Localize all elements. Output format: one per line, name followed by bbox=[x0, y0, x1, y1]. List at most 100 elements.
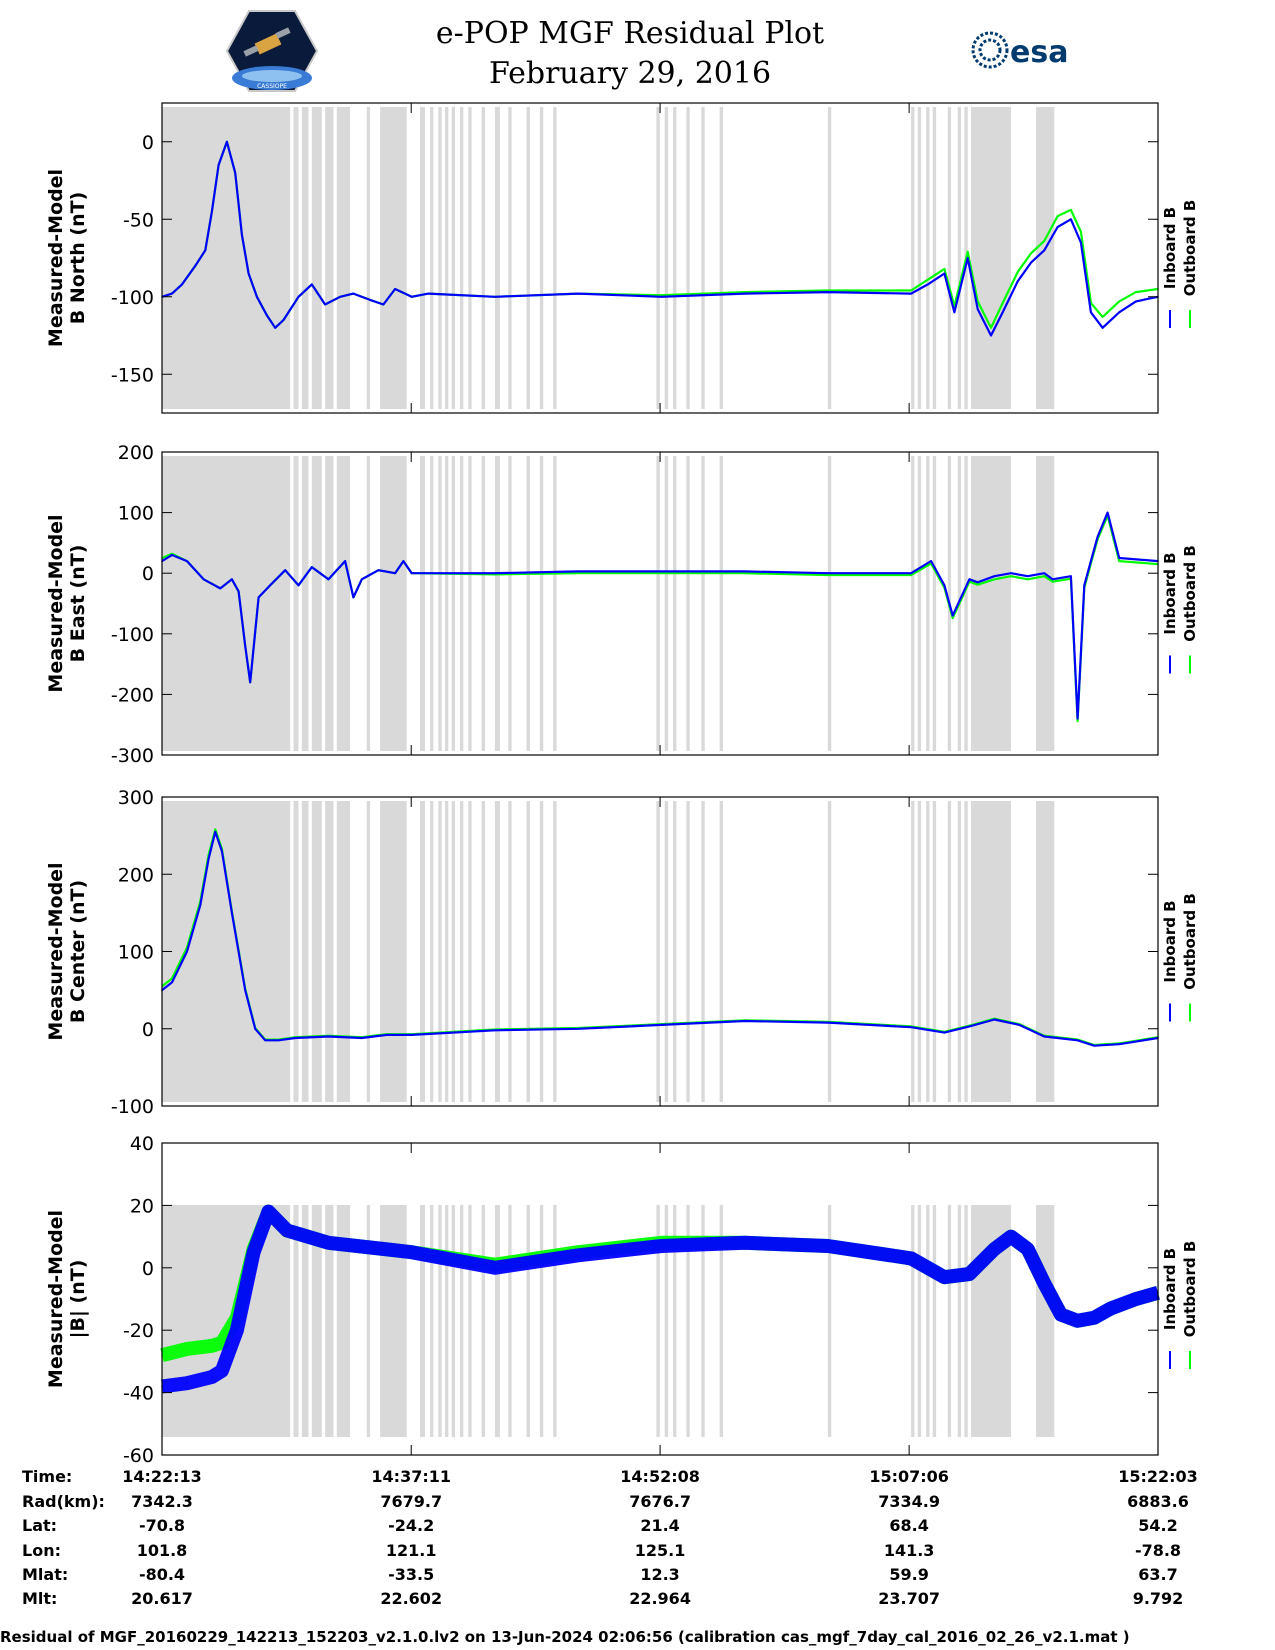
ephemeris-value: 22.964 bbox=[629, 1589, 691, 1608]
ephemeris-value: 7342.3 bbox=[131, 1492, 193, 1511]
y-axis-label: Measured-ModelB North (nT) bbox=[45, 169, 89, 347]
data-point-inboard bbox=[361, 578, 363, 581]
data-point-inboard bbox=[171, 292, 173, 295]
y-axis-label: Measured-ModelB Center (nT) bbox=[45, 862, 89, 1040]
data-point-inboard bbox=[247, 272, 250, 275]
legend-inboard-label: Inboard B bbox=[1161, 900, 1179, 982]
shaded-interval bbox=[539, 1205, 544, 1437]
shaded-interval bbox=[459, 107, 464, 409]
shaded-interval bbox=[420, 456, 426, 751]
shaded-interval bbox=[301, 456, 309, 751]
data-point-inboard bbox=[1026, 1248, 1029, 1250]
shaded-interval bbox=[673, 107, 677, 409]
data-point-inboard bbox=[297, 296, 300, 298]
data-point-inboard bbox=[207, 858, 210, 860]
shaded-interval bbox=[701, 801, 705, 1102]
shaded-interval bbox=[656, 801, 660, 1102]
shaded-interval bbox=[380, 801, 407, 1102]
shaded-interval bbox=[494, 801, 500, 1102]
shaded-interval bbox=[420, 107, 426, 409]
shaded-interval bbox=[459, 1205, 464, 1437]
data-point-inboard bbox=[827, 291, 829, 293]
data-point-outboard bbox=[827, 574, 829, 576]
data-point-inboard bbox=[204, 249, 207, 252]
data-point-inboard bbox=[1070, 575, 1072, 577]
shaded-interval bbox=[1035, 1205, 1055, 1437]
ephemeris-value: 121.1 bbox=[386, 1541, 437, 1560]
data-point-inboard bbox=[377, 569, 380, 571]
shaded-interval bbox=[664, 107, 669, 409]
data-point-inboard bbox=[1016, 280, 1019, 283]
data-point-inboard bbox=[266, 314, 268, 317]
shaded-interval bbox=[325, 1205, 334, 1437]
shaded-interval bbox=[301, 1205, 309, 1437]
data-point-inboard bbox=[214, 831, 217, 833]
data-point-inboard bbox=[186, 950, 188, 953]
data-point-inboard bbox=[910, 572, 912, 574]
shaded-interval bbox=[719, 107, 724, 409]
legend-outboard-label: Outboard B bbox=[1181, 893, 1199, 990]
data-point-inboard bbox=[297, 584, 300, 587]
data-point-inboard bbox=[284, 569, 287, 571]
shaded-interval bbox=[311, 1205, 322, 1437]
data-point-outboard bbox=[171, 977, 173, 980]
y-tick-label: 20 bbox=[130, 1195, 154, 1217]
data-point-outboard bbox=[214, 828, 217, 831]
shaded-interval bbox=[445, 107, 449, 409]
data-point-inboard bbox=[910, 1026, 912, 1028]
data-point-inboard bbox=[186, 560, 188, 562]
data-point-inboard bbox=[267, 1210, 270, 1213]
shaded-interval bbox=[1035, 107, 1055, 409]
data-point-inboard bbox=[1076, 1039, 1079, 1042]
data-point-outboard bbox=[827, 289, 829, 292]
ephemeris-value: 23.707 bbox=[878, 1589, 940, 1608]
shaded-interval bbox=[481, 107, 485, 409]
data-point-inboard bbox=[231, 912, 233, 914]
shaded-interval bbox=[932, 1205, 937, 1437]
series-line-inboard bbox=[161, 1204, 1160, 1394]
data-point-inboard bbox=[311, 283, 313, 286]
data-point-outboard bbox=[927, 278, 929, 281]
data-point-inboard bbox=[324, 303, 326, 306]
data-point-inboard bbox=[221, 850, 223, 852]
ephemeris-value: 21.4 bbox=[640, 1516, 679, 1535]
data-point-inboard bbox=[910, 1257, 912, 1260]
shaded-interval bbox=[827, 1205, 832, 1437]
data-point-inboard bbox=[1043, 249, 1046, 252]
shaded-interval bbox=[917, 107, 922, 409]
data-point-inboard bbox=[361, 1037, 363, 1039]
ephemeris-value: -70.8 bbox=[139, 1516, 185, 1535]
shaded-interval bbox=[494, 456, 500, 751]
data-point-outboard bbox=[577, 572, 579, 574]
data-point-inboard bbox=[494, 296, 496, 298]
shaded-interval bbox=[293, 1205, 299, 1437]
shaded-interval bbox=[932, 107, 937, 409]
data-point-inboard bbox=[264, 1039, 267, 1042]
data-point-inboard bbox=[171, 554, 173, 556]
data-point-inboard bbox=[394, 288, 396, 290]
data-point-inboard bbox=[1106, 511, 1109, 514]
shaded-interval bbox=[656, 1205, 660, 1437]
shaded-interval bbox=[366, 801, 371, 1102]
data-point-inboard bbox=[1101, 327, 1104, 329]
data-point-outboard bbox=[221, 1341, 223, 1344]
shaded-interval bbox=[719, 801, 724, 1102]
data-point-inboard bbox=[1118, 311, 1120, 314]
data-point-outboard bbox=[1043, 240, 1046, 242]
data-point-inboard bbox=[186, 1382, 188, 1384]
shaded-interval bbox=[553, 1205, 557, 1437]
y-axis-label: Measured-Model|B| (nT) bbox=[45, 1210, 89, 1388]
data-point-inboard bbox=[244, 645, 246, 647]
data-point-inboard bbox=[993, 1018, 996, 1021]
data-point-inboard bbox=[660, 1245, 663, 1247]
data-point-inboard bbox=[966, 257, 969, 259]
data-point-inboard bbox=[274, 327, 277, 329]
ephemeris-value: -78.8 bbox=[1135, 1541, 1181, 1560]
ephemeris-value: 68.4 bbox=[889, 1516, 928, 1535]
data-point-inboard bbox=[743, 570, 746, 573]
data-point-inboard bbox=[1080, 241, 1082, 244]
data-point-inboard bbox=[494, 572, 496, 574]
shaded-interval bbox=[451, 107, 455, 409]
y-tick-label: 300 bbox=[118, 787, 154, 809]
shaded-interval bbox=[911, 456, 915, 751]
